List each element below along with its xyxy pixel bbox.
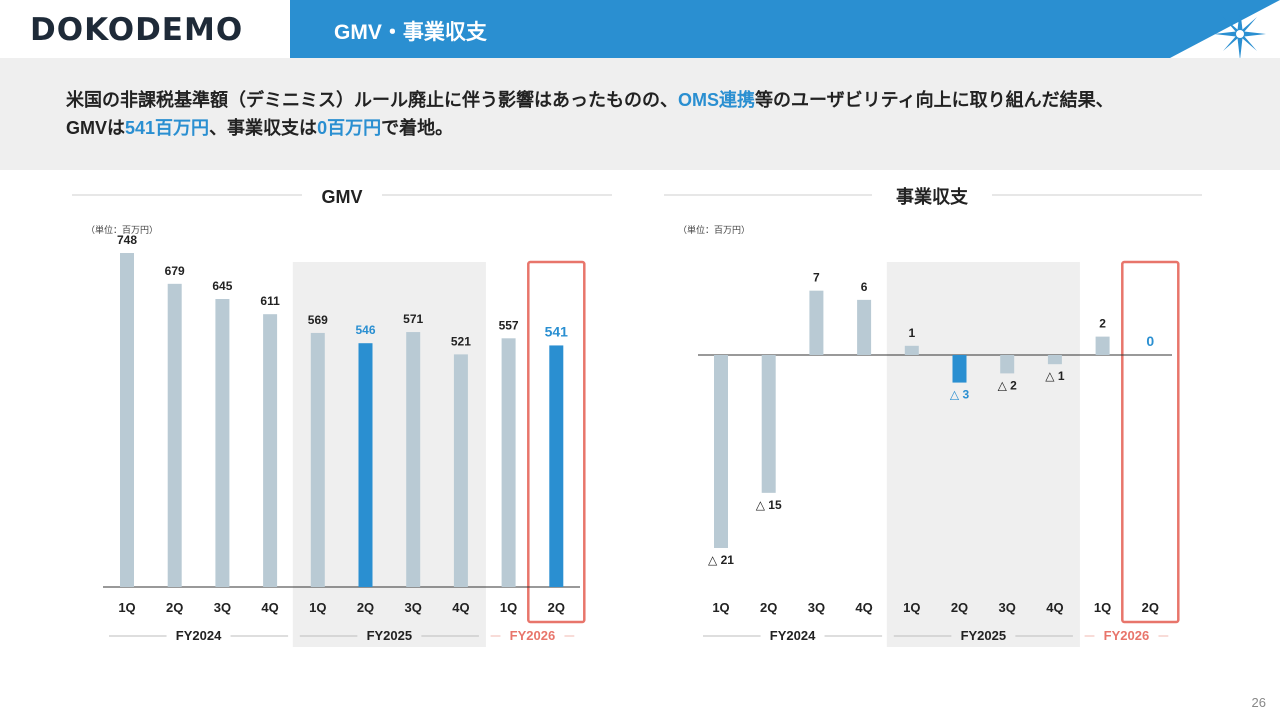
x-tick-label: 2Q [760,600,777,615]
fy-highlight-frame [527,260,586,624]
bar [215,299,230,587]
bar [406,332,421,587]
x-tick-label: 2Q [166,600,183,615]
chart-title: GMV [321,187,362,207]
x-tick-label: 3Q [405,600,422,615]
bar-value-label: 0 [1146,333,1154,349]
summary-line1-a: 米国の非課税基準額（デミニミス）ルール廃止に伴う影響はあったものの、 [66,90,678,110]
star-logo-icon [1214,8,1266,60]
bar [1000,355,1015,374]
fy-highlight-frame [1121,260,1180,624]
x-tick-label: 1Q [1094,600,1111,615]
bar-value-label: 7 [813,271,820,285]
fiscal-year-label: FY2025 [961,628,1007,643]
x-tick-label: 1Q [118,600,135,615]
x-tick-label: 1Q [309,600,326,615]
bar [1095,336,1110,355]
page-number: 26 [1251,695,1266,710]
bar-value-label: 2 [1099,317,1106,331]
bar [714,355,728,548]
bar [809,290,824,355]
chart-title: 事業収支 [896,186,969,207]
x-tick-label: 4Q [261,600,278,615]
slide-title: GMV・事業収支 [334,21,487,44]
bar-value-label: 6 [861,280,868,294]
bar [761,355,776,493]
bar-value-label: △ 1 [1045,369,1065,383]
bar-value-label: 557 [499,318,519,332]
bar [952,355,967,383]
header: DOKODEMO GMV・事業収支 [0,0,1280,60]
x-tick-label: 3Q [999,600,1016,615]
x-tick-label: 3Q [214,600,231,615]
bar-value-label: 679 [165,264,185,278]
bar-value-label: 748 [117,233,137,247]
x-tick-label: 4Q [855,600,872,615]
x-tick-label: 1Q [500,600,517,615]
fiscal-year-label: FY2024 [176,628,222,643]
summary-text: 米国の非課税基準額（デミニミス）ルール廃止に伴う影響はあったものの、OMS連携等… [66,86,1246,142]
x-tick-label: 4Q [1046,600,1063,615]
summary-highlight-gmv: 541百万円 [125,118,210,138]
x-tick-label: 3Q [808,600,825,615]
bar-value-label: 569 [308,313,328,327]
x-tick-label: 2Q [357,600,374,615]
bar [857,299,872,355]
bar [120,253,134,587]
bar-value-label: 1 [908,326,915,340]
x-tick-label: 2Q [1142,600,1159,615]
bar-value-label: 541 [545,323,569,339]
bar-value-label: 611 [260,294,280,308]
fiscal-year-label: FY2025 [367,628,413,643]
bar-value-label: △ 21 [708,553,734,567]
bar [167,283,182,587]
gmv-chart: GMV （単位：百万円）748 679 645 611 569 546 571 521 557 54… [72,187,612,647]
summary-line2-b: 、事業収支は [209,118,318,138]
summary-highlight-oms: OMS連携 [678,90,756,110]
bar [904,345,919,355]
x-tick-label: 1Q [712,600,729,615]
bar [1047,355,1062,365]
bar [263,314,278,587]
fy-shaded-region [886,262,1080,647]
bar [453,354,468,587]
summary-highlight-profit: 0百万円 [317,118,382,138]
bar-value-label: △ 2 [998,378,1018,392]
summary-box: 米国の非課税基準額（デミニミス）ルール廃止に伴う影響はあったものの、OMS連携等… [0,58,1280,170]
x-tick-label: 2Q [548,600,565,615]
summary-line2-a: GMVは [66,118,126,138]
bar-value-label: 645 [212,279,232,293]
fy-shaded-region [292,262,486,647]
fiscal-year-label: FY2026 [1104,628,1150,643]
x-tick-label: 1Q [903,600,920,615]
chart-unit-label: （単位：百万円） [86,224,158,235]
bar-value-label: 571 [403,312,423,326]
bar-value-label: 521 [451,334,471,348]
bar-value-label: △ 3 [950,388,970,402]
fiscal-year-label: FY2024 [770,628,816,643]
title-bar [290,0,1280,58]
bar [310,332,325,587]
bar [549,345,564,587]
x-tick-label: 2Q [951,600,968,615]
bar-value-label: 546 [355,323,375,337]
bar-value-label: △ 15 [756,498,782,512]
summary-line2-c: で着地。 [381,118,454,138]
bar [358,343,373,587]
x-tick-label: 4Q [452,600,469,615]
summary-line1-b: 等のユーザビリティ向上に取り組んだ結果、 [755,90,1114,110]
company-logo: DOKODEMO [30,12,244,48]
bar [501,338,516,587]
title-bar-shape [290,0,1280,58]
chart-unit-label: （単位：百万円） [678,224,750,235]
profit-chart: 事業収支 （単位：百万円） △ 21 △ 15 7 6 1 △ 3 △ 2 △ 1 2 0 1Q 2Q 3Q… [664,186,1202,647]
fiscal-year-label: FY2026 [510,628,556,643]
